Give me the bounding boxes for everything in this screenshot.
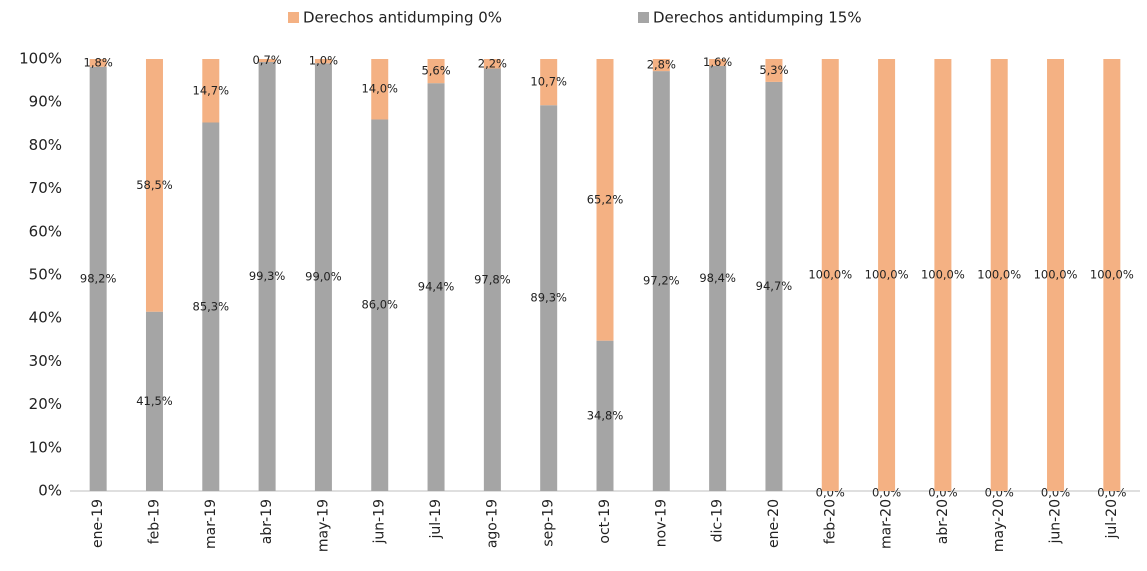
bar-segment — [765, 81, 783, 491]
bar-segment — [145, 311, 163, 491]
value-label: 34,8% — [587, 408, 624, 422]
x-tick-label: nov-19 — [653, 499, 669, 547]
x-tick-label: jun-19 — [372, 499, 388, 545]
value-label: 1,0% — [309, 54, 338, 68]
value-label: 86,0% — [361, 298, 398, 312]
y-tick-label: 50% — [29, 266, 62, 284]
value-label: 85,3% — [193, 299, 230, 313]
value-label: 98,2% — [80, 271, 117, 285]
x-tick-label: sep-19 — [541, 499, 557, 547]
value-label: 65,2% — [587, 192, 624, 206]
y-tick-label: 90% — [29, 93, 62, 111]
bar-segment — [1103, 59, 1121, 491]
bar-segment — [1047, 59, 1065, 491]
bar-segment — [765, 59, 783, 82]
x-tick-label: abr-19 — [259, 499, 275, 544]
x-tick-label: ene-19 — [90, 499, 106, 548]
bar-segment — [145, 59, 163, 312]
bar-segment — [314, 63, 332, 491]
value-label: 1,8% — [84, 55, 113, 69]
value-label: 2,2% — [478, 56, 507, 70]
y-tick-label: 0% — [38, 482, 62, 500]
bar-segment — [652, 59, 670, 72]
bar-segment — [483, 68, 501, 491]
bar-segment — [314, 59, 332, 64]
bar-segment — [652, 71, 670, 491]
x-tick-label: feb-19 — [146, 499, 162, 544]
x-tick-label: feb-20 — [822, 499, 838, 544]
bar-segment — [258, 62, 276, 492]
x-tick-label: jun-20 — [1048, 499, 1064, 545]
value-label: 14,0% — [361, 82, 398, 96]
value-label: 94,4% — [418, 280, 455, 294]
legend-label: Derechos antidumping 0% — [303, 9, 502, 27]
x-tick-label: dic-19 — [710, 499, 726, 542]
x-tick-label: may-19 — [315, 499, 331, 552]
x-tick-label: ago-19 — [484, 499, 500, 548]
x-tick-label: may-20 — [991, 499, 1007, 552]
x-tick-label: abr-20 — [935, 499, 951, 544]
value-label: 100,0% — [808, 268, 852, 282]
y-tick-label: 30% — [29, 352, 62, 370]
value-label: 0,7% — [252, 53, 281, 67]
bar-segment — [990, 59, 1008, 491]
value-label: 99,3% — [249, 269, 286, 283]
value-label: 89,3% — [530, 291, 567, 305]
value-label: 58,5% — [136, 178, 173, 192]
bar-segment — [540, 59, 558, 106]
value-label: 100,0% — [977, 268, 1021, 282]
value-label: 2,8% — [647, 58, 676, 72]
bar-segment — [202, 59, 220, 123]
value-label: 5,3% — [759, 63, 788, 77]
legend-swatch — [638, 12, 649, 23]
bar-segment — [371, 119, 389, 491]
y-tick-label: 70% — [29, 179, 62, 197]
y-tick-label: 20% — [29, 395, 62, 413]
value-label: 1,6% — [703, 55, 732, 69]
value-label: 100,0% — [921, 268, 965, 282]
bar-segment — [878, 59, 896, 491]
bar-segment — [709, 59, 727, 66]
value-label: 41,5% — [136, 394, 173, 408]
bar-segment — [202, 122, 220, 491]
legend-label: Derechos antidumping 15% — [653, 9, 862, 27]
value-label: 100,0% — [865, 268, 909, 282]
value-label: 100,0% — [1034, 268, 1078, 282]
bar-segment — [89, 59, 107, 67]
value-label: 10,7% — [530, 75, 567, 89]
bar-segment — [483, 59, 501, 69]
y-tick-label: 40% — [29, 309, 62, 327]
value-label: 94,7% — [756, 279, 793, 293]
legend-swatch — [288, 12, 299, 23]
value-label: 100,0% — [1090, 268, 1134, 282]
bar-segment — [427, 83, 445, 491]
value-label: 97,8% — [474, 272, 511, 286]
y-tick-label: 10% — [29, 438, 62, 456]
bar-segment — [427, 59, 445, 84]
bar-segment — [89, 66, 107, 491]
value-label: 5,6% — [421, 64, 450, 78]
bar-segment — [596, 59, 614, 341]
x-tick-label: jul-19 — [428, 499, 444, 540]
bar-segment — [934, 59, 952, 491]
y-tick-label: 60% — [29, 222, 62, 240]
bar-segment — [596, 340, 614, 491]
y-tick-label: 80% — [29, 136, 62, 154]
x-tick-label: mar-19 — [203, 499, 219, 549]
x-tick-label: jul-20 — [1104, 499, 1120, 540]
bar-segment — [821, 59, 839, 491]
bar-segment — [371, 59, 389, 120]
y-tick-label: 100% — [19, 50, 62, 68]
bar-segment — [258, 59, 276, 63]
bar-segment — [540, 105, 558, 491]
value-label: 14,7% — [193, 83, 230, 97]
bar-segment — [709, 65, 727, 492]
value-label: 97,2% — [643, 274, 680, 288]
x-tick-label: oct-19 — [597, 499, 613, 544]
value-label: 99,0% — [305, 270, 342, 284]
value-label: 98,4% — [699, 271, 736, 285]
x-tick-label: ene-20 — [766, 499, 782, 548]
x-tick-label: mar-20 — [879, 499, 895, 549]
